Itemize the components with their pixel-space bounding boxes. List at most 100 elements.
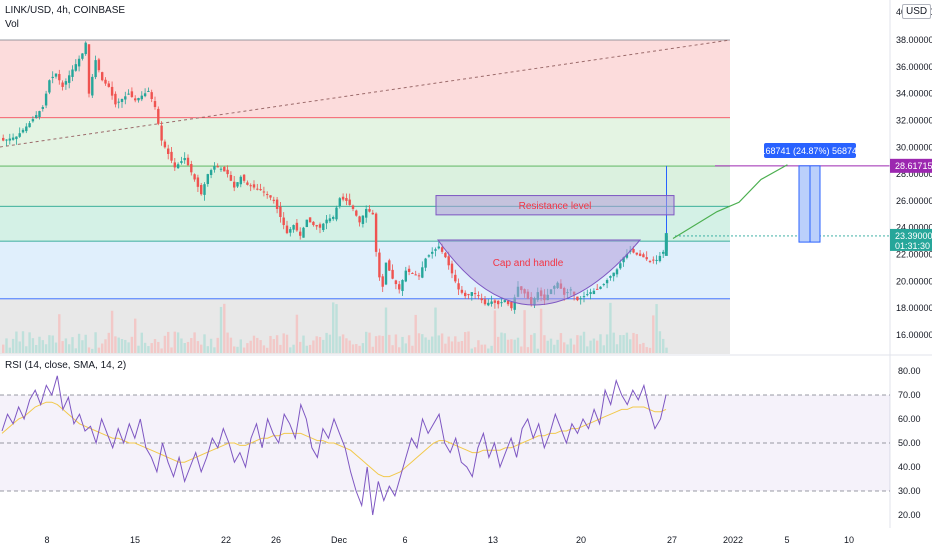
time-tick: 13	[488, 535, 498, 545]
candle-body	[467, 294, 470, 296]
volume-bar	[371, 346, 374, 353]
volume-bar	[77, 333, 81, 353]
candle-body	[153, 101, 157, 108]
current-price-label-bg	[890, 228, 932, 251]
volume-bar	[391, 345, 394, 353]
volume-bar	[256, 337, 259, 353]
volume-bar	[549, 338, 553, 353]
candle-body	[424, 258, 427, 268]
volume-bar	[586, 346, 589, 353]
candle-body	[190, 164, 193, 173]
candle-body	[652, 259, 655, 261]
candle-body	[272, 199, 275, 201]
volume-bar	[299, 341, 302, 353]
candle-body	[440, 247, 444, 252]
candle-body	[642, 254, 645, 258]
cup-label: Cap and handle	[493, 258, 564, 269]
volume-bar	[38, 336, 41, 353]
candle-body	[493, 300, 497, 303]
volume-bar	[325, 332, 328, 353]
volume-bar	[576, 335, 579, 353]
candle-body	[457, 283, 460, 290]
candle-body	[140, 95, 143, 100]
volume-bar	[625, 332, 629, 353]
volume-bar	[490, 345, 493, 353]
volume-bar	[645, 347, 648, 353]
volume-bar	[71, 337, 74, 353]
price-tick: 16.00000	[896, 330, 932, 340]
volume-bar	[21, 331, 25, 353]
volume-bar	[543, 335, 546, 353]
volume-bar	[467, 331, 470, 353]
candle-body	[186, 157, 190, 166]
candle-body	[226, 169, 229, 175]
candle-body	[173, 162, 176, 168]
volume-bar	[137, 345, 140, 353]
price-tick: 34.00000	[896, 89, 932, 99]
volume-bar	[216, 337, 219, 353]
volume-bar	[536, 348, 539, 353]
candle-body	[586, 294, 589, 296]
volume-bar	[599, 334, 602, 353]
volume-bar	[355, 344, 358, 353]
volume-bar	[183, 342, 186, 353]
price-axis[interactable]: 38.00000 36.00000 34.00000 32.00000 30.00000…	[896, 7, 932, 340]
candle-body	[252, 184, 256, 188]
volume-bar	[381, 335, 384, 353]
rsi-tick: 20.00	[898, 510, 921, 520]
volume-bar	[332, 302, 335, 353]
time-axis[interactable]: 8 15 22 26 Dec 6 13 20 27 2022 5 10	[44, 535, 854, 545]
volume-bar	[130, 336, 134, 353]
price-tick: 24.00000	[896, 223, 932, 233]
volume-bar	[582, 331, 586, 353]
volume-bar	[196, 341, 200, 353]
candle-body	[160, 125, 163, 141]
price-tick: 28.00000	[896, 169, 932, 179]
volume-bar	[239, 339, 242, 353]
volume-bar	[592, 338, 596, 353]
volume-bar	[35, 344, 38, 353]
volume-bar	[2, 344, 5, 353]
candle-body	[127, 93, 130, 95]
volume-bar	[602, 345, 605, 353]
volume-bar	[460, 340, 464, 353]
volume-bar	[117, 337, 120, 353]
volume-bar	[632, 332, 635, 353]
candle-body	[157, 108, 160, 124]
volume-bar	[437, 335, 440, 353]
candle-body	[341, 196, 345, 200]
volume-bar	[170, 347, 173, 353]
time-tick: 2022	[723, 535, 743, 545]
volume-bar	[642, 342, 645, 353]
candle-body	[120, 99, 124, 102]
time-tick: Dec	[331, 535, 348, 545]
volume-bar	[520, 346, 523, 353]
candle-body	[147, 90, 150, 92]
candle-body	[434, 249, 437, 251]
time-tick: 20	[576, 535, 586, 545]
candle-body	[480, 298, 483, 301]
candle-body	[193, 174, 196, 180]
candle-body	[477, 295, 480, 297]
volume-bar	[275, 335, 279, 353]
candle-body	[589, 292, 592, 294]
candle-body	[576, 296, 579, 301]
volume-bar	[246, 343, 249, 353]
candle-body	[91, 76, 94, 96]
volume-bar	[209, 338, 213, 353]
volume-bar	[5, 338, 8, 353]
volume-bar	[361, 343, 365, 353]
volume-bar	[223, 303, 226, 353]
candle-body	[645, 257, 648, 260]
rsi-axis[interactable]: 80.00 70.00 60.00 50.00 40.00 30.00 20.00	[898, 366, 921, 520]
volume-bar	[665, 347, 668, 353]
price-tick: 32.00000	[896, 115, 932, 125]
rsi-title: RSI (14, close, SMA, 14, 2)	[5, 360, 127, 371]
volume-bar	[110, 310, 114, 353]
rsi-pane[interactable]	[0, 375, 890, 516]
candle-body	[68, 75, 71, 83]
currency-badge[interactable]: USD	[902, 4, 932, 19]
volume-bar	[295, 314, 299, 353]
candle-body	[635, 252, 638, 255]
